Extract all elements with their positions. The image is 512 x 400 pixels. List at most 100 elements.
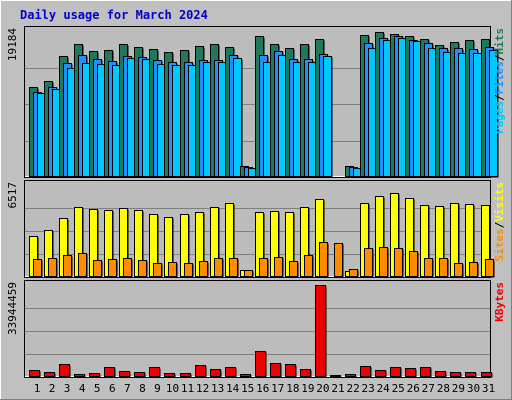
- chart-panels: 19184Pages/Files/Hits6517Sites/Visits339…: [6, 26, 506, 378]
- legend-sites: Sites: [493, 228, 506, 261]
- bar-sites-day-10: [168, 262, 177, 277]
- day-label-10: 10: [166, 382, 179, 395]
- bar-sites-day-4: [78, 253, 87, 277]
- bar-sites-day-23: [364, 248, 373, 277]
- bar-kbytes-day-13: [210, 369, 221, 377]
- day-label-18: 18: [286, 382, 299, 395]
- bar-kbytes-day-10: [164, 373, 175, 377]
- bar-sites-day-6: [108, 259, 117, 277]
- bar-kbytes-day-12: [195, 365, 206, 377]
- bar-sites-day-21: [334, 243, 343, 277]
- bar-sites-day-16: [259, 258, 268, 277]
- bar-sites-day-20: [319, 242, 328, 277]
- bar-kbytes-day-25: [390, 367, 401, 377]
- bar-sites-day-3: [63, 255, 72, 277]
- bar-kbytes-day-30: [465, 372, 476, 377]
- bar-kbytes-day-18: [285, 364, 296, 377]
- bar-sites-day-11: [184, 263, 193, 277]
- bar-kbytes-day-6: [104, 367, 115, 377]
- legend-kbytes: KBytes: [493, 282, 506, 322]
- bar-sites-day-25: [394, 248, 403, 277]
- legend-separator: /: [493, 94, 506, 101]
- legend-separator: /: [493, 221, 506, 228]
- day-label-7: 7: [124, 382, 131, 395]
- day-label-27: 27: [422, 382, 435, 395]
- day-label-24: 24: [377, 382, 391, 395]
- top-legend: Pages/Files/Hits: [493, 28, 506, 134]
- bar-kbytes-day-20: [315, 285, 326, 377]
- bar-kbytes-day-27: [420, 367, 431, 377]
- bar-sites-day-31: [485, 259, 494, 277]
- bar-kbytes-day-9: [149, 367, 160, 377]
- day-label-14: 14: [226, 382, 240, 395]
- legend-pages: Pages: [493, 101, 506, 134]
- day-label-21: 21: [331, 382, 344, 395]
- top-max-label: 19184: [6, 28, 19, 61]
- day-label-11: 11: [181, 382, 194, 395]
- bar-sites-day-14: [229, 258, 238, 277]
- bar-pages-day-30: [473, 53, 482, 177]
- bar-kbytes-day-31: [481, 372, 492, 377]
- bar-kbytes-day-22: [345, 374, 356, 377]
- bar-kbytes-day-19: [300, 369, 311, 377]
- day-label-20: 20: [316, 382, 329, 395]
- bar-kbytes-day-17: [270, 363, 281, 377]
- day-label-3: 3: [64, 382, 71, 395]
- bar-kbytes-day-2: [44, 372, 55, 377]
- bar-pages-day-14: [233, 58, 242, 177]
- bar-sites-day-27: [424, 258, 433, 277]
- bar-sites-day-15: [244, 270, 253, 277]
- bottom-max-label: 33944459: [6, 282, 19, 335]
- bar-sites-day-19: [304, 255, 313, 277]
- middle-max-label: 6517: [6, 182, 19, 209]
- day-label-29: 29: [452, 382, 465, 395]
- day-label-4: 4: [79, 382, 86, 395]
- day-label-15: 15: [241, 382, 254, 395]
- panel-top: 19184 Pages/Files/Hits: [6, 26, 506, 178]
- middle-legend: Sites/Visits: [493, 182, 506, 262]
- bar-kbytes-day-7: [119, 371, 130, 377]
- bar-sites-day-9: [153, 263, 162, 277]
- day-label-8: 8: [139, 382, 146, 395]
- day-label-5: 5: [94, 382, 101, 395]
- chart-title: Daily usage for March 2024: [20, 8, 208, 22]
- bar-kbytes-day-26: [405, 368, 416, 377]
- bar-kbytes-day-5: [89, 373, 100, 377]
- bar-sites-day-12: [199, 261, 208, 277]
- bottom-legend: KBytes: [493, 282, 506, 322]
- bar-kbytes-day-3: [59, 364, 70, 377]
- day-label-16: 16: [256, 382, 269, 395]
- day-label-1: 1: [34, 382, 41, 395]
- day-label-17: 17: [271, 382, 284, 395]
- bar-kbytes-day-4: [74, 374, 85, 377]
- day-label-13: 13: [211, 382, 224, 395]
- bar-sites-day-18: [289, 261, 298, 277]
- bar-sites-day-29: [454, 263, 463, 277]
- day-label-9: 9: [154, 382, 161, 395]
- legend-files: Files: [493, 61, 506, 94]
- bar-sites-day-2: [48, 258, 57, 277]
- day-label-30: 30: [467, 382, 480, 395]
- day-label-6: 6: [109, 382, 116, 395]
- bar-sites-day-24: [379, 247, 388, 277]
- bar-pages-day-31: [489, 50, 498, 177]
- panel-middle: 6517 Sites/Visits: [6, 180, 506, 278]
- day-label-31: 31: [482, 382, 495, 395]
- bar-sites-day-8: [138, 260, 147, 277]
- bar-sites-day-22: [349, 269, 358, 277]
- day-label-22: 22: [346, 382, 359, 395]
- bar-kbytes-day-29: [450, 372, 461, 377]
- bar-sites-day-17: [274, 257, 283, 277]
- legend-visits: Visits: [493, 182, 506, 222]
- day-label-23: 23: [361, 382, 374, 395]
- bar-kbytes-day-11: [180, 373, 191, 377]
- bar-pages-day-10: [172, 65, 181, 177]
- bar-sites-day-1: [33, 259, 42, 277]
- bar-kbytes-day-28: [435, 371, 446, 377]
- day-label-19: 19: [301, 382, 314, 395]
- day-label-2: 2: [49, 382, 56, 395]
- day-axis-labels: 1 2 3 4 5 6 7 8 9 10 11 12 13 14 15 16 17 18 19 20 21 22 23 24 2…: [34, 382, 495, 395]
- day-label-25: 25: [392, 382, 405, 395]
- day-label-12: 12: [196, 382, 209, 395]
